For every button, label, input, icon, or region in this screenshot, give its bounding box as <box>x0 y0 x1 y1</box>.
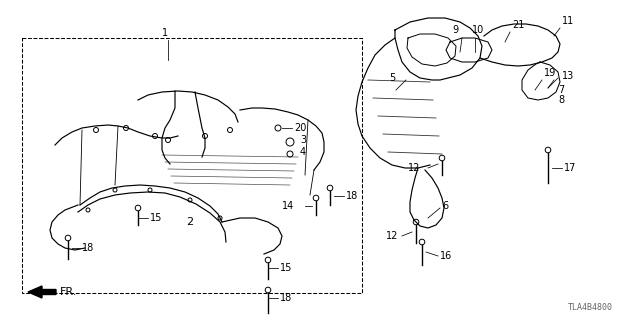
Text: 12: 12 <box>408 163 420 173</box>
Text: 12: 12 <box>386 231 398 241</box>
Polygon shape <box>28 286 56 298</box>
Text: 14: 14 <box>282 201 294 211</box>
Text: 16: 16 <box>440 251 452 261</box>
Text: 1: 1 <box>162 28 168 38</box>
Text: 7: 7 <box>558 85 564 95</box>
Text: 10: 10 <box>472 25 484 35</box>
Text: 18: 18 <box>82 243 94 253</box>
Text: 3: 3 <box>300 135 306 145</box>
Text: 2: 2 <box>186 217 193 227</box>
Text: 18: 18 <box>346 191 358 201</box>
Text: 15: 15 <box>280 263 292 273</box>
Text: 17: 17 <box>564 163 577 173</box>
Text: 13: 13 <box>562 71 574 81</box>
Text: 19: 19 <box>544 68 556 78</box>
Text: FR.: FR. <box>60 287 77 297</box>
Text: 4: 4 <box>300 147 306 157</box>
Text: 15: 15 <box>150 213 163 223</box>
Text: 9: 9 <box>452 25 458 35</box>
Text: 5: 5 <box>388 73 395 83</box>
Text: TLA4B4800: TLA4B4800 <box>568 303 612 313</box>
Text: 20: 20 <box>294 123 307 133</box>
Text: 18: 18 <box>280 293 292 303</box>
Text: 8: 8 <box>558 95 564 105</box>
Text: 11: 11 <box>562 16 574 26</box>
Text: 6: 6 <box>442 201 448 211</box>
Text: 21: 21 <box>512 20 524 30</box>
